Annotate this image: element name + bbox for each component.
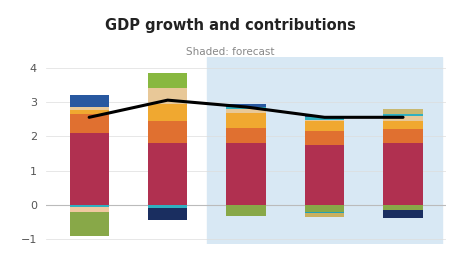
Bar <box>148 143 187 205</box>
Bar <box>304 117 343 120</box>
Bar <box>69 133 108 205</box>
Bar <box>304 145 343 205</box>
Bar <box>69 212 108 236</box>
Bar <box>226 143 265 205</box>
Bar <box>383 114 422 116</box>
Bar <box>148 88 187 103</box>
Bar <box>383 205 422 210</box>
Bar <box>383 210 422 218</box>
Bar <box>304 121 343 131</box>
Bar <box>226 109 265 113</box>
Bar <box>69 110 108 114</box>
Bar <box>226 128 265 143</box>
Bar <box>383 109 422 114</box>
Bar <box>226 113 265 128</box>
Bar <box>226 104 265 107</box>
Bar <box>304 131 343 145</box>
Bar <box>148 121 187 143</box>
Bar <box>226 205 265 216</box>
Bar <box>69 114 108 133</box>
Bar <box>383 129 422 143</box>
Bar <box>69 107 108 110</box>
Bar <box>304 120 343 121</box>
Bar <box>207 57 441 244</box>
Bar <box>383 116 422 121</box>
Bar <box>304 213 343 217</box>
Bar <box>304 205 343 212</box>
Bar <box>226 107 265 109</box>
Bar <box>69 205 108 207</box>
Text: GDP growth and contributions: GDP growth and contributions <box>104 18 355 33</box>
Text: Shaded: forecast: Shaded: forecast <box>185 47 274 57</box>
Bar <box>304 212 343 213</box>
Bar <box>148 73 187 88</box>
Bar <box>304 116 343 117</box>
Bar <box>148 208 187 220</box>
Bar <box>383 143 422 205</box>
Bar <box>383 121 422 129</box>
Bar <box>69 207 108 212</box>
Bar <box>69 95 108 107</box>
Bar <box>148 205 187 208</box>
Bar <box>148 103 187 121</box>
